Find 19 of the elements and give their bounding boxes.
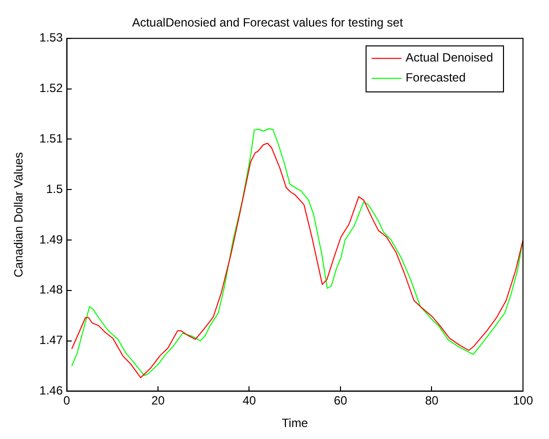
x-tick-label: 40	[242, 394, 256, 408]
chart-title: ActualDenosied and Forecast values for testing set	[132, 16, 404, 30]
y-tick-label: 1.52	[39, 81, 64, 96]
x-axis-title: Time	[282, 416, 308, 430]
y-axis-title: Canadian Dollar Values	[12, 152, 26, 278]
y-tick-label: 1.49	[39, 232, 64, 246]
y-tick-label: 1.48	[39, 282, 64, 297]
x-tick-label: 60	[334, 394, 348, 408]
y-tick-label: 1.47	[39, 333, 64, 348]
y-tick-label: 1.51	[39, 132, 64, 146]
y-tick-label: 1.5	[46, 182, 64, 196]
legend-label: Forecasted	[406, 70, 466, 85]
x-tick-label: 0	[63, 394, 70, 408]
y-tick-label: 1.53	[39, 30, 64, 45]
legend-label: Actual Denoised	[406, 50, 493, 65]
x-tick-label: 100	[512, 394, 534, 408]
x-tick-label: 20	[151, 394, 165, 408]
y-tick-label: 1.46	[39, 384, 64, 398]
x-tick-label: 80	[425, 394, 439, 408]
